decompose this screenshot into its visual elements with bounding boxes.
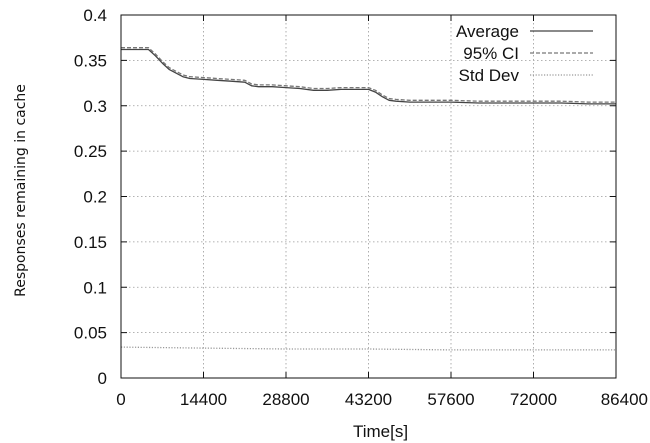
y-tick-label: 0.15 [74, 233, 107, 252]
x-tick-label: 43200 [345, 390, 392, 409]
legend-label: Std Dev [459, 66, 520, 85]
x-tick-label: 0 [116, 390, 125, 409]
series-line-average [121, 48, 616, 105]
legend-label: 95% CI [463, 44, 519, 63]
legend-label: Average [456, 22, 519, 41]
x-tick-label: 72000 [510, 390, 557, 409]
x-tick-label: 28800 [262, 390, 309, 409]
data-series [120, 47, 616, 351]
series-line-95-ci [121, 47, 616, 103]
x-tick-label: 14400 [180, 390, 227, 409]
y-tick-label: 0.2 [83, 188, 107, 207]
y-tick-label: 0.4 [83, 6, 107, 25]
x-tick-label: 86400 [601, 390, 648, 409]
y-tick-label: 0.3 [83, 97, 107, 116]
y-tick-label: 0.25 [74, 142, 107, 161]
y-tick-label: 0.35 [74, 51, 107, 70]
series-line-std-dev [120, 346, 616, 351]
y-tick-label: 0.1 [83, 278, 107, 297]
axis-ticks: 0 14400 28800 43200 57600 72000 86400 0 0.05 0.1 0… [74, 6, 648, 409]
y-tick-label: 0 [98, 369, 107, 388]
y-tick-label: 0.05 [74, 324, 107, 343]
grid-lines [121, 15, 616, 378]
x-axis-label: Time[s] [353, 422, 408, 441]
y-axis-label: Responses remaining in cache [13, 84, 29, 297]
legend: Average 95% CI Std Dev [456, 22, 593, 85]
x-tick-label: 57600 [427, 390, 474, 409]
